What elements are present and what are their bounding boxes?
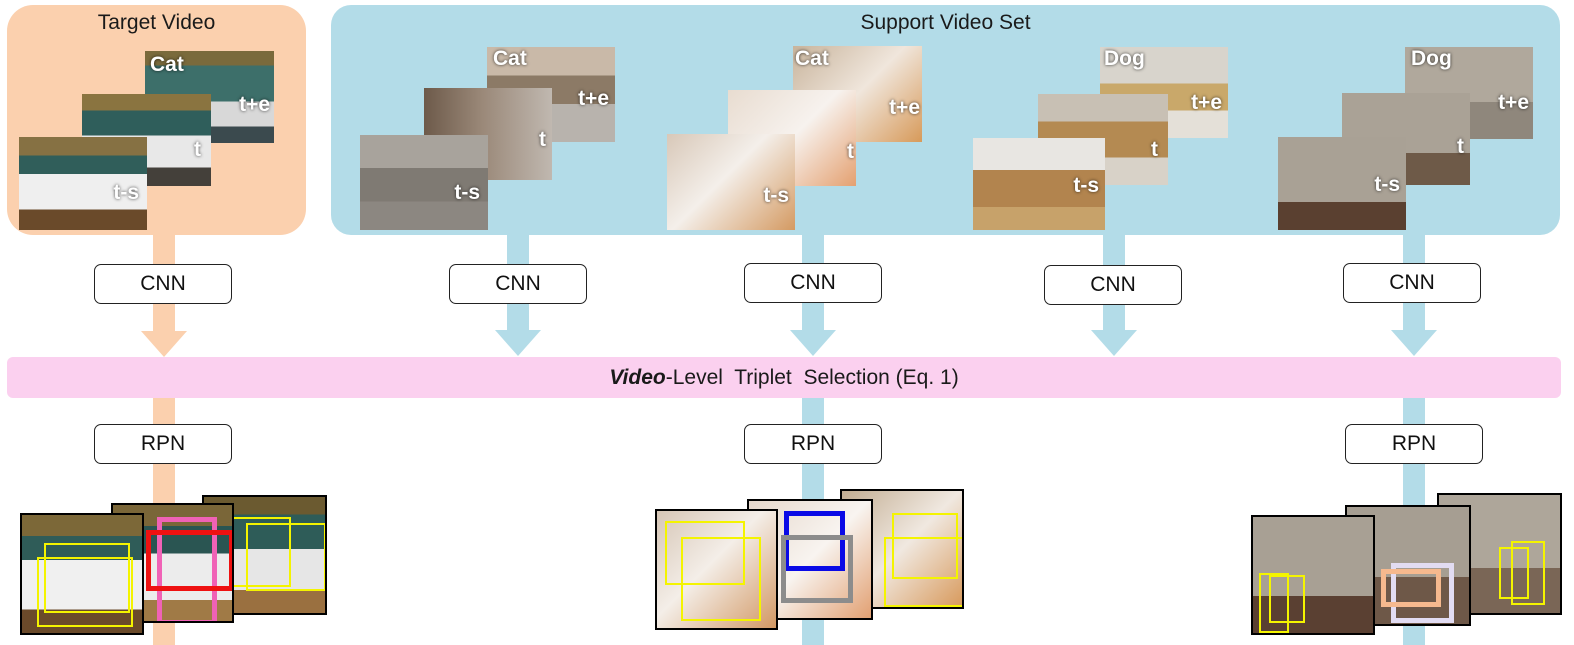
selection-bar-emphasis: Video <box>609 365 666 389</box>
yellow-proposal-box <box>1499 547 1529 599</box>
frame-label-t-minus-s: t-s <box>1073 174 1099 197</box>
target-frame-t-minus-s: t-s <box>19 137 147 230</box>
yellow-proposal-box <box>44 543 130 613</box>
support-3-class-label: Dog <box>1104 47 1145 70</box>
target-rpn-box: RPN <box>94 424 232 464</box>
yellow-proposal-box <box>246 523 325 591</box>
support-2-cnn-box: CNN <box>744 263 882 303</box>
target-proposal-frame-t-minus-s <box>20 513 144 635</box>
support-4-cnn-box: CNN <box>1343 263 1481 303</box>
support-3-frame-t-minus-s: t-s <box>973 138 1105 230</box>
target-cnn-box: CNN <box>94 264 232 304</box>
peach-positive-box <box>1381 569 1441 607</box>
frame-label-t-plus-e: t+e <box>578 87 609 110</box>
support-4-arrowhead <box>1391 330 1437 356</box>
yellow-proposal-box <box>665 521 745 585</box>
yellow-proposal-box <box>231 517 291 587</box>
support-4-rpn-box: RPN <box>1345 424 1483 464</box>
target-class-label: Cat <box>150 53 184 76</box>
support-2-class-label: Cat <box>795 47 829 70</box>
support-4-proposal-frame-t-minus-s <box>1251 515 1375 635</box>
yellow-proposal-box <box>681 537 761 621</box>
frame-label-t-plus-e: t+e <box>1191 91 1222 114</box>
support-2-proposal-frame-t-minus-s <box>655 509 778 630</box>
frame-label-t-minus-s: t-s <box>1374 173 1400 196</box>
support-3-cnn-box: CNN <box>1044 265 1182 305</box>
support-2-arrowhead <box>790 330 836 356</box>
support-4-frame-t-minus-s: t-s <box>1278 137 1406 230</box>
frame-label-t: t <box>539 128 546 151</box>
lavender-proposal-box <box>1391 563 1454 623</box>
support-1-arrowhead <box>495 330 541 356</box>
yellow-proposal-box <box>892 513 958 579</box>
target-arrowhead <box>141 331 187 357</box>
frame-label-t-minus-s: t-s <box>763 184 789 207</box>
frame-label-t-plus-e: t+e <box>1498 91 1529 114</box>
frame-label-t-plus-e: t+e <box>889 96 920 119</box>
yellow-proposal-box <box>1269 575 1305 623</box>
gray-proposal-box <box>781 535 853 603</box>
yellow-proposal-box <box>37 557 133 627</box>
frame-label-t-minus-s: t-s <box>454 181 480 204</box>
support-1-cnn-box: CNN <box>449 264 587 304</box>
frame-label-t-minus-s: t-s <box>113 181 139 204</box>
video-level-triplet-selection-bar: Video -Level Triplet Selection (Eq. 1) <box>7 357 1561 398</box>
pink-positive-box <box>157 517 217 621</box>
support-4-class-label: Dog <box>1411 47 1452 70</box>
support-3-arrowhead <box>1091 330 1137 356</box>
frame-label-t: t <box>1151 138 1158 161</box>
red-anchor-box <box>146 530 232 591</box>
support-2-rpn-box: RPN <box>744 424 882 464</box>
blue-negative-box <box>784 511 845 571</box>
yellow-proposal-box <box>1511 541 1545 605</box>
support-1-frame-t-minus-s: t-s <box>360 135 488 230</box>
support-1-class-label: Cat <box>493 47 527 70</box>
support-2-frame-t-minus-s: t-s <box>667 134 795 230</box>
target-video-title: Target Video <box>97 11 216 34</box>
frame-label-t: t <box>847 140 854 163</box>
selection-bar-text: -Level Triplet Selection (Eq. 1) <box>665 365 959 389</box>
frame-label-t: t <box>194 138 201 161</box>
frame-label-t: t <box>1457 135 1464 158</box>
yellow-proposal-box <box>884 537 962 607</box>
support-video-set-title: Support Video Set <box>860 11 1031 34</box>
frame-label-t-plus-e: t+e <box>239 93 270 116</box>
yellow-proposal-box <box>1259 573 1289 633</box>
